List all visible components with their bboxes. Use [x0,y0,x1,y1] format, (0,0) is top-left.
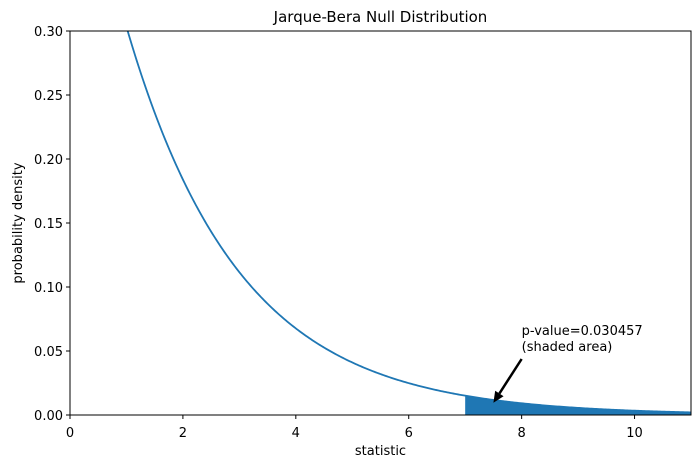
x-tick-label: 10 [626,426,643,441]
annotation-text-line-2: (shaded area) [522,340,613,355]
x-tick-label: 8 [517,426,525,441]
annotation-text-line-1: p-value=0.030457 [522,324,643,339]
y-tick-label: 0.15 [34,217,63,232]
y-axis-ticks: 0.00 0.05 0.10 0.15 0.20 0.25 0.30 [34,25,70,424]
annotation-arrow [498,358,523,395]
y-tick-label: 0.00 [34,409,63,424]
y-tick-label: 0.30 [34,25,63,40]
x-tick-label: 4 [292,426,300,441]
chart-title: Jarque-Bera Null Distribution [273,8,488,26]
annotation-arrow-head [493,390,504,403]
p-value-annotation: p-value=0.030457 (shaded area) [493,324,643,403]
y-tick-label: 0.10 [34,281,63,296]
x-tick-label: 6 [405,426,413,441]
x-tick-label: 0 [66,426,74,441]
x-axis-ticks: 0 2 4 6 8 10 [66,415,643,441]
x-axis-label: statistic [355,444,406,459]
y-tick-label: 0.20 [34,153,63,168]
plot-area [126,31,691,415]
p-value-shaded-area [465,395,691,415]
y-tick-label: 0.05 [34,345,63,360]
x-tick-label: 2 [179,426,187,441]
plot-frame [69,30,692,416]
y-tick-label: 0.25 [34,89,63,104]
y-axis-label: probability density [11,162,26,283]
density-curve [126,31,691,414]
